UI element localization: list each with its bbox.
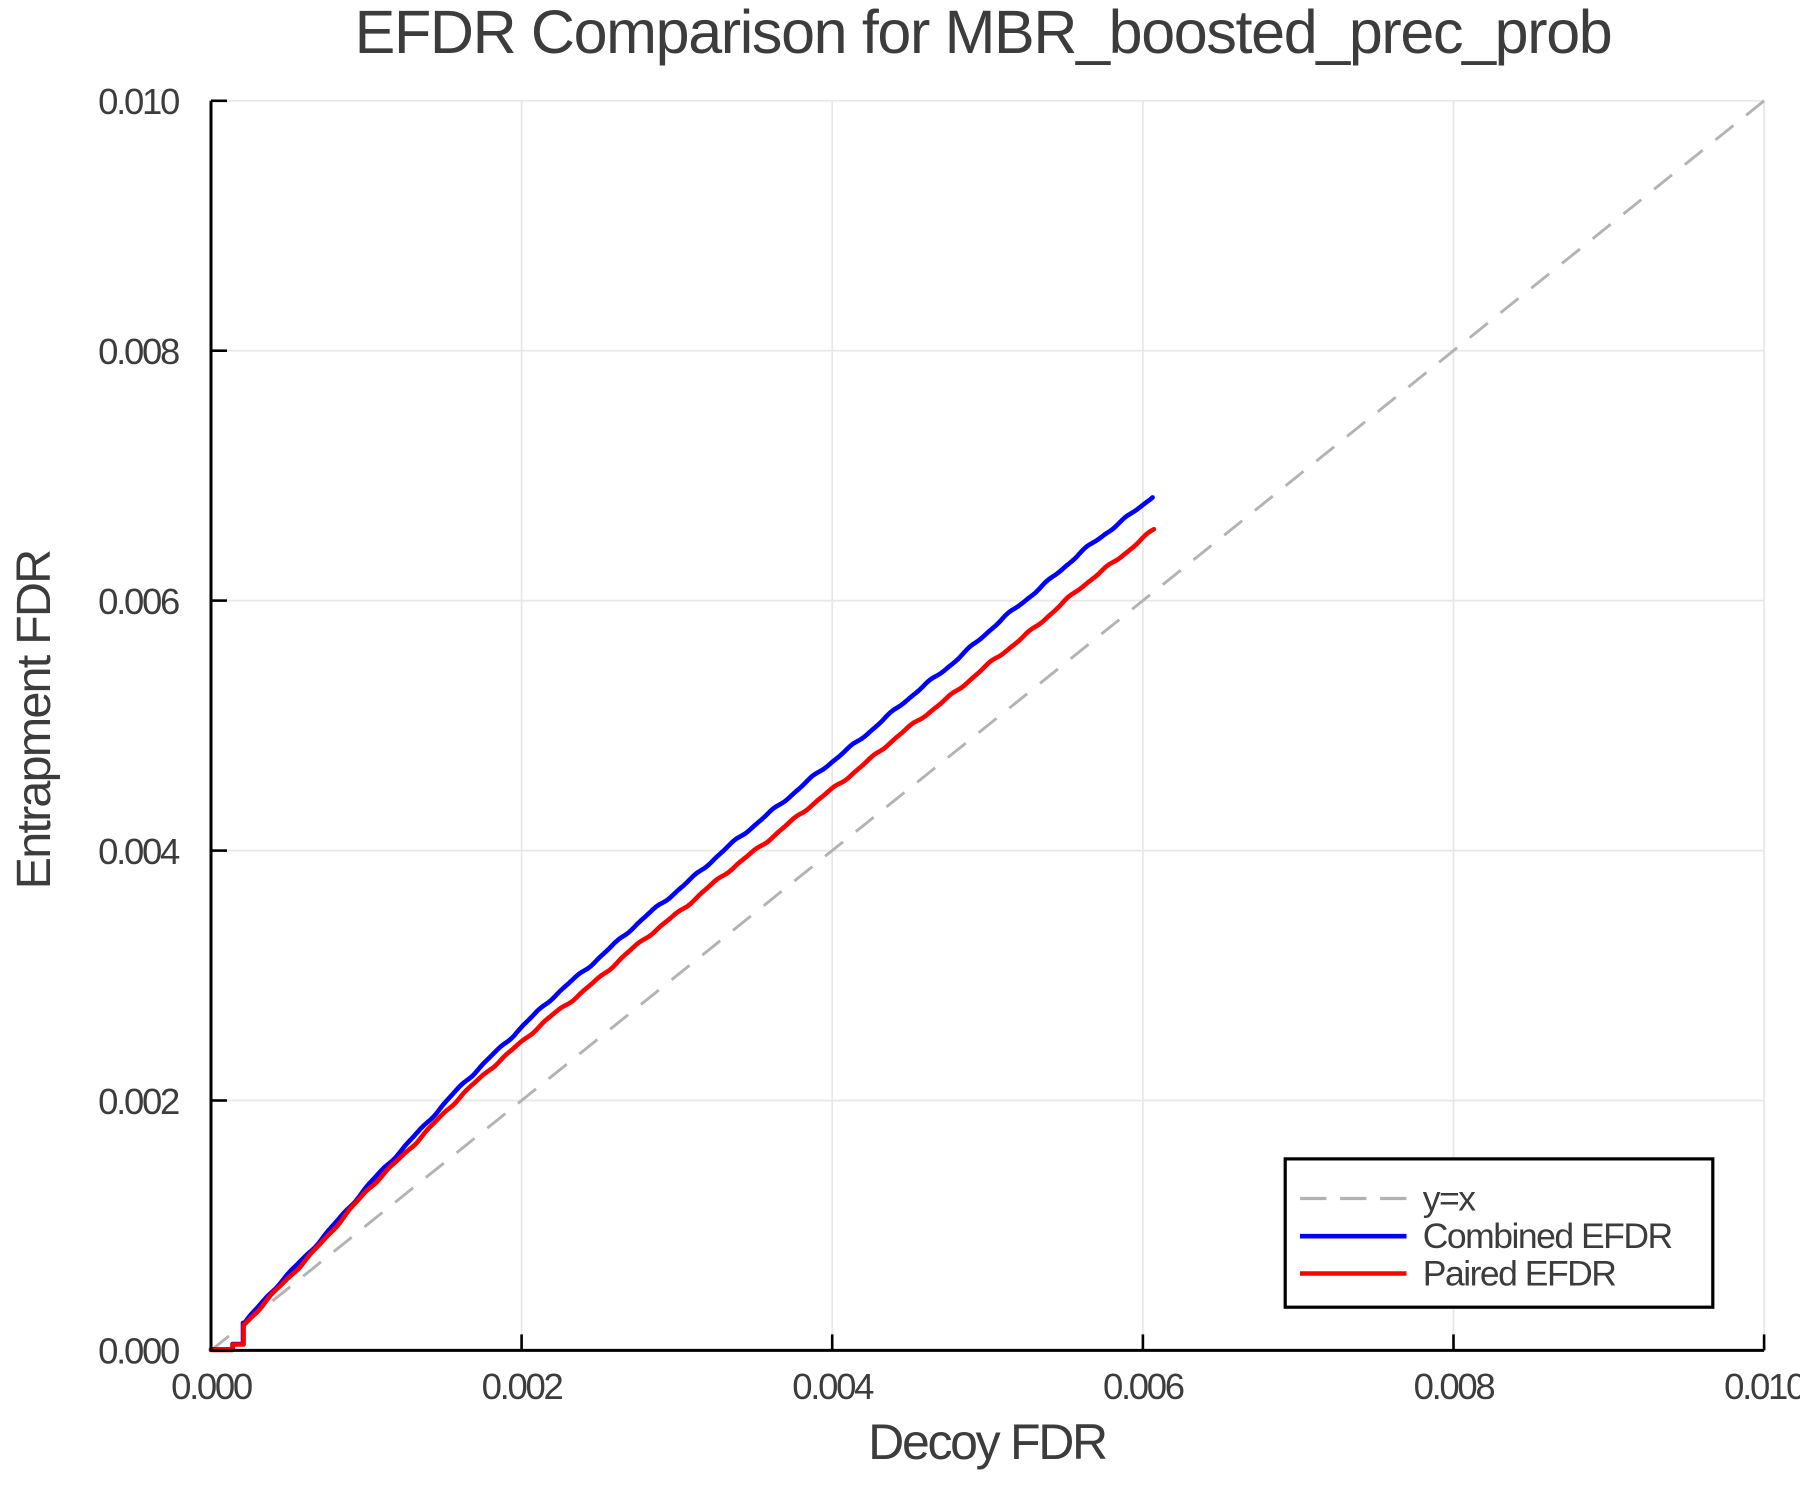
svg-text:Paired EFDR: Paired EFDR — [1423, 1254, 1616, 1294]
svg-text:0.006: 0.006 — [98, 581, 179, 622]
svg-text:0.002: 0.002 — [98, 1081, 179, 1122]
svg-text:0.006: 0.006 — [1103, 1366, 1184, 1407]
svg-text:EFDR Comparison for MBR_booste: EFDR Comparison for MBR_boosted_prec_pro… — [355, 0, 1612, 66]
svg-text:Decoy FDR: Decoy FDR — [868, 1414, 1106, 1470]
svg-text:Entrapment FDR: Entrapment FDR — [7, 551, 61, 890]
svg-text:0.000: 0.000 — [171, 1366, 252, 1407]
svg-text:0.010: 0.010 — [1724, 1366, 1800, 1407]
svg-text:0.010: 0.010 — [98, 81, 179, 122]
svg-text:0.004: 0.004 — [98, 831, 180, 872]
svg-text:y=x: y=x — [1423, 1179, 1476, 1219]
svg-text:0.004: 0.004 — [792, 1366, 874, 1407]
svg-text:0.008: 0.008 — [98, 331, 179, 372]
svg-text:0.002: 0.002 — [482, 1366, 563, 1407]
svg-text:0.008: 0.008 — [1414, 1366, 1495, 1407]
svg-text:Combined EFDR: Combined EFDR — [1423, 1216, 1672, 1256]
svg-text:0.000: 0.000 — [98, 1331, 179, 1372]
